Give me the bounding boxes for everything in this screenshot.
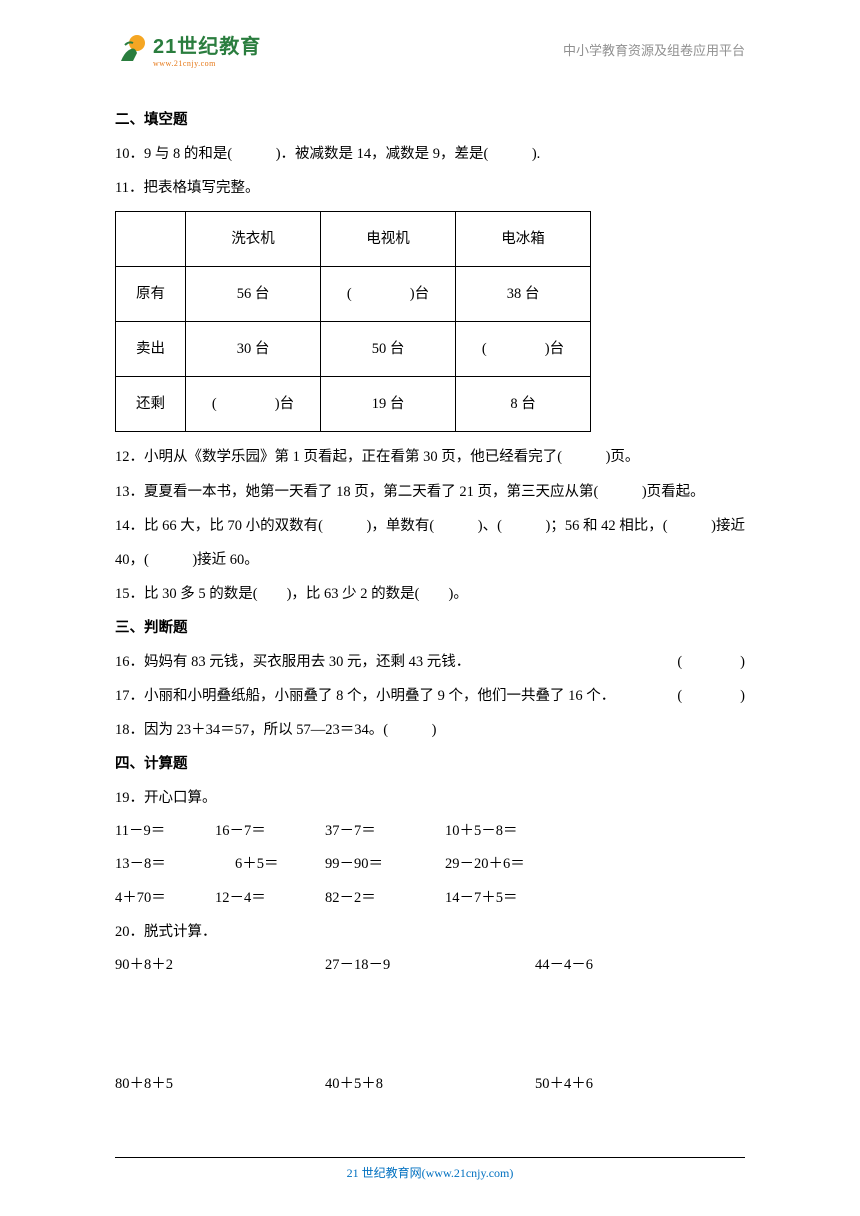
calc-item: 4＋70＝: [115, 882, 215, 915]
calc-item: 12－4＝: [215, 882, 325, 915]
calc-item: 44－4－6: [535, 949, 593, 982]
table-cell: 19 台: [321, 377, 456, 432]
content-area: 二、填空题 10．9 与 8 的和是( )．被减数是 14，减数是 9，差是( …: [0, 83, 860, 1101]
calc-row-2: 13－8＝ 6＋5＝ 99－90＝ 29－20＋6＝: [115, 848, 745, 881]
table-cell: [116, 212, 186, 267]
table-cell: ( )台: [456, 322, 591, 377]
question-16-paren: ( ): [677, 645, 745, 679]
calc-item: 90＋8＋2: [115, 949, 325, 982]
logo-text: 21世纪教育 www.21cnjy.com: [153, 30, 261, 68]
table-row: 还剩 ( )台 19 台 8 台: [116, 377, 591, 432]
calc-item: 11－9＝: [115, 815, 215, 848]
calc-item: 40＋5＋8: [325, 1068, 535, 1101]
page-footer: 21 世纪教育网(www.21cnjy.com): [115, 1157, 745, 1181]
table-cell: 8 台: [456, 377, 591, 432]
calc-item: 99－90＝: [325, 848, 445, 881]
logo-main-text: 21世纪教育: [153, 30, 261, 59]
table-cell: 洗衣机: [186, 212, 321, 267]
logo-icon: [115, 33, 147, 65]
question-16-text: 16．妈妈有 83 元钱，买衣服用去 30 元，还剩 43 元钱．: [115, 645, 470, 679]
question-18: 18．因为 23＋34＝57，所以 57—23＝34。( ): [115, 713, 745, 747]
calc-row-4: 90＋8＋2 27－18－9 44－4－6: [115, 949, 745, 982]
question-17-text: 17．小丽和小明叠纸船，小丽叠了 8 个，小明叠了 9 个，他们一共叠了 16 …: [115, 679, 615, 713]
question-15: 15．比 30 多 5 的数是( )，比 63 少 2 的数是( )。: [115, 577, 745, 611]
calc-item: 37－7＝: [325, 815, 445, 848]
table-cell: 还剩: [116, 377, 186, 432]
calc-row-1: 11－9＝ 16－7＝ 37－7＝ 10＋5－8＝: [115, 815, 745, 848]
table-cell: ( )台: [321, 267, 456, 322]
calc-item: 16－7＝: [215, 815, 325, 848]
question-16: 16．妈妈有 83 元钱，买衣服用去 30 元，还剩 43 元钱． ( ): [115, 645, 745, 679]
calc-item: 82－2＝: [325, 882, 445, 915]
logo-area: 21世纪教育 www.21cnjy.com: [115, 30, 261, 68]
calc-item: 10＋5－8＝: [445, 815, 518, 848]
table-cell: 电冰箱: [456, 212, 591, 267]
calc-item: 27－18－9: [325, 949, 535, 982]
question-11-table: 洗衣机 电视机 电冰箱 原有 56 台 ( )台 38 台 卖出 30 台 50…: [115, 211, 591, 432]
question-12: 12．小明从《数学乐园》第 1 页看起，正在看第 30 页，他已经看完了( )页…: [115, 440, 745, 474]
calc-item: 50＋4＋6: [535, 1068, 593, 1101]
question-20-title: 20．脱式计算．: [115, 915, 745, 949]
table-cell: 卖出: [116, 322, 186, 377]
calc-item: 80＋8＋5: [115, 1068, 325, 1101]
question-19-title: 19．开心口算。: [115, 781, 745, 815]
table-cell: 30 台: [186, 322, 321, 377]
table-cell: 电视机: [321, 212, 456, 267]
section-3-title: 三、判断题: [115, 611, 745, 645]
calc-item: 13－8＝: [115, 848, 215, 881]
table-cell: 50 台: [321, 322, 456, 377]
question-17-paren: ( ): [677, 679, 745, 713]
calc-item: 14－7＋5＝: [445, 882, 518, 915]
table-row: 卖出 30 台 50 台 ( )台: [116, 322, 591, 377]
calc-row-3: 4＋70＝ 12－4＝ 82－2＝ 14－7＋5＝: [115, 882, 745, 915]
table-cell: 原有: [116, 267, 186, 322]
question-11-text: 11．把表格填写完整。: [115, 171, 745, 205]
table-cell: ( )台: [186, 377, 321, 432]
question-10: 10．9 与 8 的和是( )．被减数是 14，减数是 9，差是( ).: [115, 137, 745, 171]
section-2-title: 二、填空题: [115, 103, 745, 137]
table-row: 原有 56 台 ( )台 38 台: [116, 267, 591, 322]
table-cell: 38 台: [456, 267, 591, 322]
calc-item: 29－20＋6＝: [445, 848, 525, 881]
question-17: 17．小丽和小明叠纸船，小丽叠了 8 个，小明叠了 9 个，他们一共叠了 16 …: [115, 679, 745, 713]
question-14: 14．比 66 大，比 70 小的双数有( )，单数有( )、( )；56 和 …: [115, 509, 745, 577]
question-13: 13．夏夏看一本书，她第一天看了 18 页，第二天看了 21 页，第三天应从第(…: [115, 475, 745, 509]
logo-sub-text: www.21cnjy.com: [153, 59, 261, 68]
calc-item: 6＋5＝: [215, 848, 325, 881]
page-header: 21世纪教育 www.21cnjy.com 中小学教育资源及组卷应用平台: [0, 0, 860, 83]
section-4-title: 四、计算题: [115, 747, 745, 781]
table-cell: 56 台: [186, 267, 321, 322]
table-header-row: 洗衣机 电视机 电冰箱: [116, 212, 591, 267]
header-right-text: 中小学教育资源及组卷应用平台: [563, 40, 745, 59]
calc-row-5: 80＋8＋5 40＋5＋8 50＋4＋6: [115, 1068, 745, 1101]
spacer: [115, 983, 745, 1068]
